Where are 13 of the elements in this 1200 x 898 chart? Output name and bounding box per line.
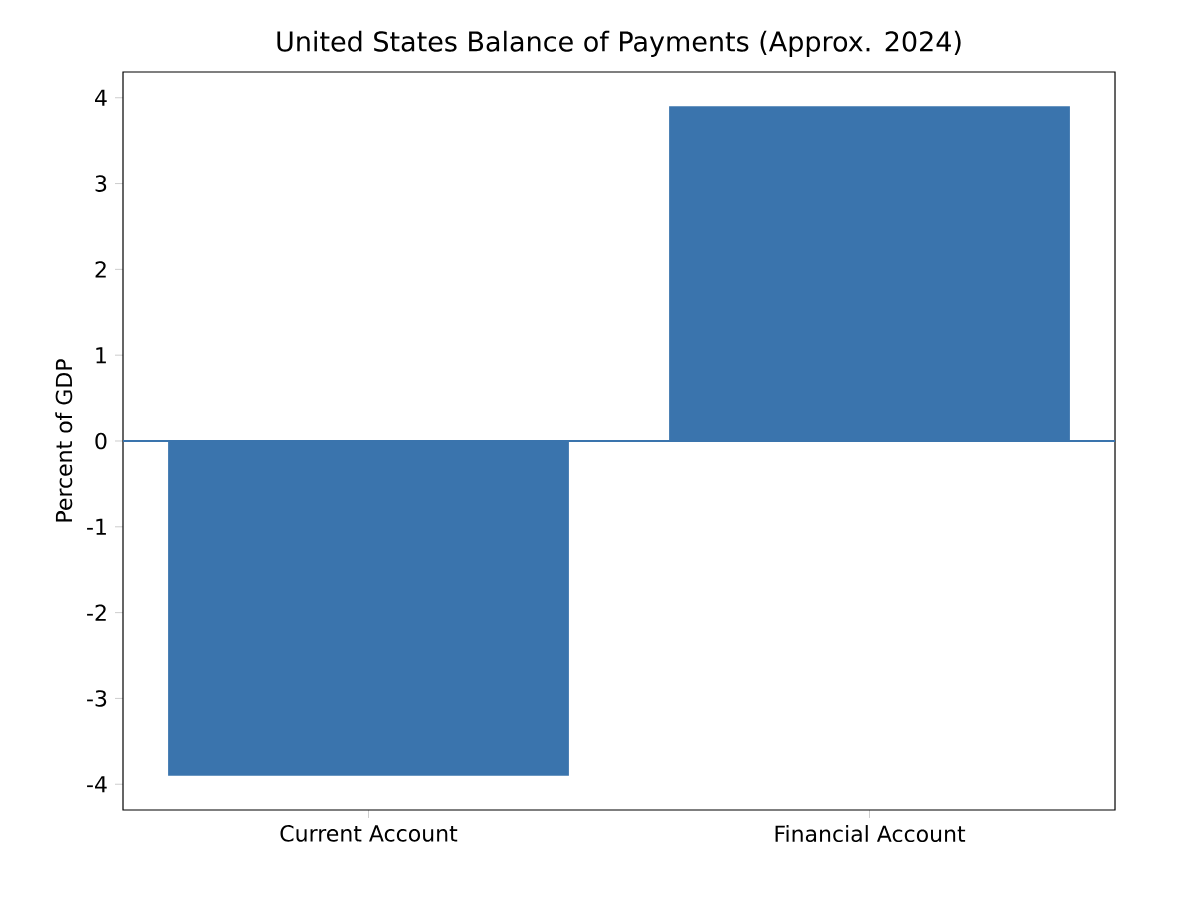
y-tick-label: -1 <box>87 518 106 535</box>
x-tick-label: Financial Account <box>775 825 966 843</box>
y-tick-label: 0 <box>95 432 107 450</box>
chart-title: United States Balance of Payments (Approx. 2024) <box>277 30 961 57</box>
y-axis-title: Percent of GDP <box>55 359 73 522</box>
y-tick-label: 4 <box>95 89 107 106</box>
y-tick-label: -3 <box>87 690 107 707</box>
y-tick-label: -4 <box>87 776 107 793</box>
x-tick-label: Current Account <box>280 825 458 842</box>
y-tick-label: 2 <box>95 261 106 278</box>
y-tick-label: -2 <box>87 604 106 621</box>
y-tick-label: 3 <box>95 175 107 192</box>
y-tick-label: 1 <box>96 347 106 364</box>
